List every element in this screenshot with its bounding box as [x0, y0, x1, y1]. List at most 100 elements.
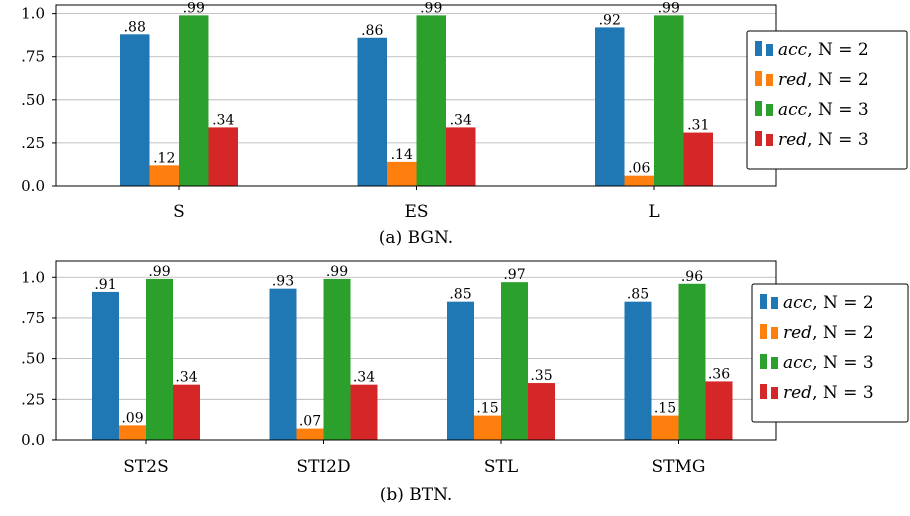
- chart-panel-b: 0.0 .25 .50 .75 1.0 .91 .09 .99 .34 ST2S .93 .07 .99…: [21, 260, 909, 505]
- subfigure-caption: (a) BGN.: [379, 228, 453, 248]
- legend-swatch: [771, 297, 778, 309]
- data-label: .12: [153, 150, 175, 166]
- legend-series-name: red: [778, 70, 807, 90]
- legend-series-name: acc: [778, 100, 808, 120]
- legend-entry: red, N = 2: [778, 70, 869, 90]
- x-tick-label: STMG: [652, 457, 706, 477]
- bar-red-n2: [387, 161, 417, 186]
- y-tick-label: .50: [21, 91, 45, 109]
- data-label: .31: [687, 118, 709, 134]
- data-label: .36: [708, 366, 730, 382]
- x-tick-label: L: [648, 202, 659, 222]
- data-label: .14: [391, 147, 413, 163]
- legend-swatch: [760, 294, 767, 309]
- legend-series-name: acc: [783, 353, 813, 373]
- x-tick-label: S: [173, 202, 185, 222]
- legend-box: [746, 30, 908, 170]
- data-label: .88: [124, 19, 146, 35]
- data-label: .99: [420, 0, 442, 16]
- legend-swatch: [755, 41, 762, 56]
- legend-series-name: acc: [783, 293, 813, 313]
- data-label: .86: [361, 23, 383, 39]
- bar-acc-n2: [120, 34, 150, 186]
- data-label: .15: [476, 401, 498, 417]
- bar-red-n3: [208, 127, 238, 186]
- legend-swatch: [771, 327, 778, 339]
- legend-swatch: [755, 101, 762, 116]
- bar-acc-n3: [146, 278, 173, 440]
- bar-acc-n3: [179, 15, 209, 186]
- bar-red-n3: [705, 381, 733, 440]
- data-label: .92: [599, 12, 621, 28]
- legend-series-param: , N = 3: [807, 130, 869, 150]
- legend-entry: red, N = 2: [783, 323, 874, 343]
- bar-red-n2: [119, 425, 146, 440]
- data-label: .99: [326, 264, 348, 280]
- legend-series-name: red: [778, 130, 807, 150]
- bar-red-n2: [296, 428, 324, 440]
- bar-red-n3: [528, 383, 555, 440]
- data-label: .97: [503, 267, 525, 283]
- legend-series-param: , N = 3: [812, 353, 874, 373]
- x-tick-label: STL: [484, 457, 518, 477]
- bar-acc-n3: [678, 283, 706, 440]
- legend-entry: acc, N = 3: [778, 100, 869, 120]
- legend-series-name: red: [783, 383, 812, 403]
- bar-red-n3: [173, 384, 200, 440]
- data-label: .34: [450, 112, 472, 128]
- data-label: .34: [353, 370, 375, 386]
- x-tick-label: STI2D: [296, 457, 350, 477]
- legend-entry: red, N = 3: [783, 383, 874, 403]
- data-label: .85: [627, 287, 649, 303]
- bar-red-n2: [474, 415, 501, 440]
- legend-series-param: , N = 3: [812, 383, 874, 403]
- data-label: .85: [449, 287, 471, 303]
- legend-series-param: , N = 2: [812, 323, 874, 343]
- data-label: .93: [272, 274, 294, 290]
- legend-swatch: [771, 357, 778, 369]
- bar-red-n3: [683, 132, 713, 186]
- y-tick-label: 1.0: [21, 268, 45, 286]
- data-label: .34: [175, 370, 197, 386]
- data-label: .91: [94, 277, 116, 293]
- bar-acc-n2: [269, 288, 297, 440]
- data-label: .35: [530, 368, 552, 384]
- y-tick-label: .75: [21, 48, 45, 66]
- data-label: .99: [658, 0, 680, 16]
- legend-series-param: , N = 3: [807, 100, 869, 120]
- legend-swatch: [760, 354, 767, 369]
- data-label: .15: [654, 401, 676, 417]
- y-tick-label: 0.0: [21, 177, 45, 195]
- data-label: .96: [681, 269, 703, 285]
- data-label: .09: [121, 410, 143, 426]
- bar-red-n3: [446, 127, 476, 186]
- y-tick-label: .25: [21, 134, 45, 152]
- y-tick-label: .75: [21, 309, 45, 327]
- legend-swatch: [766, 134, 773, 146]
- bar-acc-n3: [501, 282, 528, 440]
- bar-acc-n3: [654, 15, 684, 186]
- subfigure-caption: (b) BTN.: [380, 485, 453, 505]
- data-label: .99: [148, 264, 170, 280]
- x-tick-label: ES: [404, 202, 428, 222]
- legend-series-name: acc: [778, 40, 808, 60]
- legend-entry: acc, N = 3: [783, 353, 874, 373]
- bar-acc-n2: [595, 27, 625, 187]
- legend-series-param: , N = 2: [812, 293, 874, 313]
- bar-acc-n2: [357, 37, 387, 186]
- legend-swatch: [766, 74, 773, 86]
- legend-swatch: [755, 71, 762, 86]
- legend-swatch: [766, 104, 773, 116]
- legend-entry: acc, N = 2: [783, 293, 874, 313]
- bar-red-n2: [149, 165, 179, 186]
- data-label: .07: [299, 414, 321, 430]
- bar-red-n2: [651, 415, 679, 440]
- legend-swatch: [771, 387, 778, 399]
- bar-acc-n2: [624, 301, 652, 440]
- legend-swatch: [760, 384, 767, 399]
- y-tick-label: 1.0: [21, 5, 45, 23]
- x-tick-label: ST2S: [123, 457, 168, 477]
- legend-series-param: , N = 2: [807, 40, 869, 60]
- legend-swatch: [760, 324, 767, 339]
